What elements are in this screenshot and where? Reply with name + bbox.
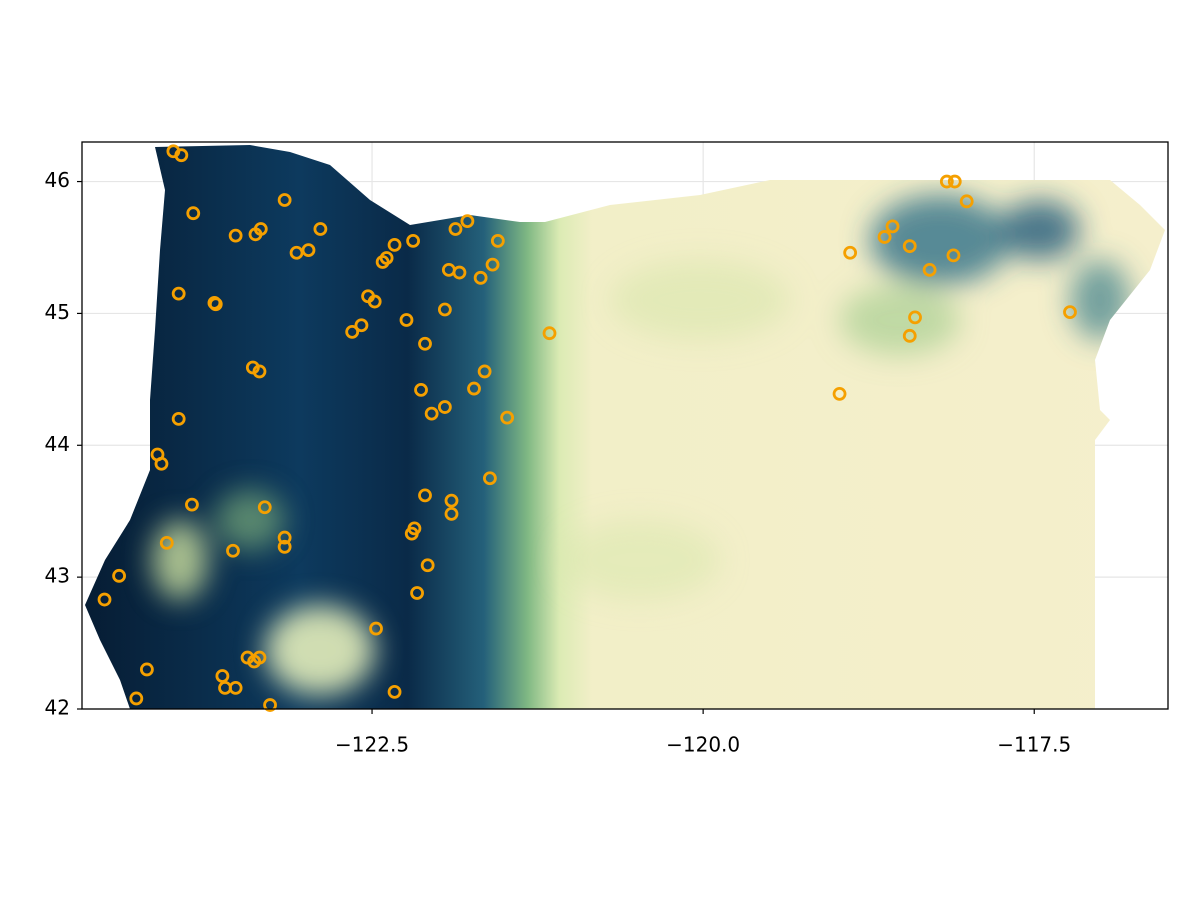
site-marker — [252, 650, 267, 665]
points — [97, 144, 1077, 712]
site-marker — [354, 318, 369, 333]
site-marker — [939, 174, 954, 189]
site-marker — [263, 698, 277, 712]
y-tick-label: 46 — [45, 168, 70, 192]
site-marker — [252, 364, 267, 379]
site-marker — [112, 568, 126, 583]
site-marker — [424, 406, 439, 421]
site-marker — [387, 237, 402, 252]
site-marker — [444, 493, 459, 508]
site-marker — [253, 222, 268, 236]
site-marker — [902, 328, 917, 343]
site-marker — [946, 248, 961, 263]
site-marker — [97, 592, 112, 607]
site-marker — [277, 530, 292, 545]
site-marker — [410, 586, 424, 600]
site-marker — [477, 364, 492, 379]
x-tick-label: −117.5 — [997, 733, 1071, 757]
site-marker — [418, 336, 432, 351]
site-marker — [500, 410, 515, 425]
site-marker — [228, 228, 243, 243]
site-marker — [877, 230, 892, 244]
site-marker — [959, 194, 974, 209]
site-marker — [277, 539, 292, 554]
site-marker — [186, 206, 201, 221]
site-marker — [542, 326, 557, 341]
site-marker — [171, 286, 186, 301]
site-marker — [473, 270, 488, 285]
site-marker — [154, 456, 169, 471]
site-marker — [922, 263, 937, 277]
site-marker — [174, 148, 189, 163]
site-marker — [885, 219, 900, 234]
site-marker — [437, 400, 452, 414]
site-marker — [228, 681, 243, 695]
y-tick-label: 43 — [45, 564, 70, 588]
site-marker — [367, 294, 382, 309]
site-marker — [226, 543, 240, 558]
site-marker — [407, 521, 422, 536]
precipitation-raster — [85, 145, 1165, 709]
x-tick-label: −120.0 — [666, 733, 740, 757]
site-marker — [139, 662, 154, 677]
site-marker — [452, 265, 467, 280]
site-marker — [406, 233, 420, 248]
site-marker — [843, 245, 858, 260]
site-marker — [485, 257, 500, 272]
site-marker — [444, 506, 459, 521]
plot-frame — [81, 141, 1169, 710]
site-marker — [313, 222, 328, 236]
site-marker — [448, 222, 463, 236]
site-marker — [483, 471, 497, 486]
site-marker — [460, 214, 475, 229]
site-marker — [159, 535, 174, 550]
site-marker — [257, 500, 272, 515]
site-marker — [420, 558, 435, 573]
site-marker — [369, 621, 383, 636]
site-marker — [289, 245, 304, 260]
site-marker — [301, 243, 316, 258]
site-marker — [467, 381, 481, 396]
site-marker — [171, 412, 186, 426]
site-marker — [908, 310, 922, 325]
y-tick-label: 44 — [45, 432, 70, 456]
site-marker — [399, 313, 414, 327]
site-marker — [375, 255, 390, 269]
site-marker — [490, 233, 505, 248]
site-marker — [437, 302, 452, 317]
site-marker — [387, 684, 402, 699]
site-marker — [947, 174, 962, 189]
y-tick-label: 42 — [45, 696, 70, 720]
site-marker — [185, 497, 199, 512]
site-marker — [208, 297, 223, 312]
site-marker — [902, 239, 917, 254]
site-marker — [832, 386, 847, 401]
site-marker — [1063, 305, 1077, 320]
axes: −122.5 −120.0 −117.5 42 43 44 45 46 — [45, 168, 1072, 756]
site-marker — [129, 691, 144, 706]
x-tick-label: −122.5 — [335, 733, 409, 757]
site-marker — [277, 193, 292, 207]
site-marker — [345, 324, 360, 339]
site-marker — [418, 488, 432, 503]
y-tick-label: 45 — [45, 300, 70, 324]
site-marker — [414, 382, 428, 397]
